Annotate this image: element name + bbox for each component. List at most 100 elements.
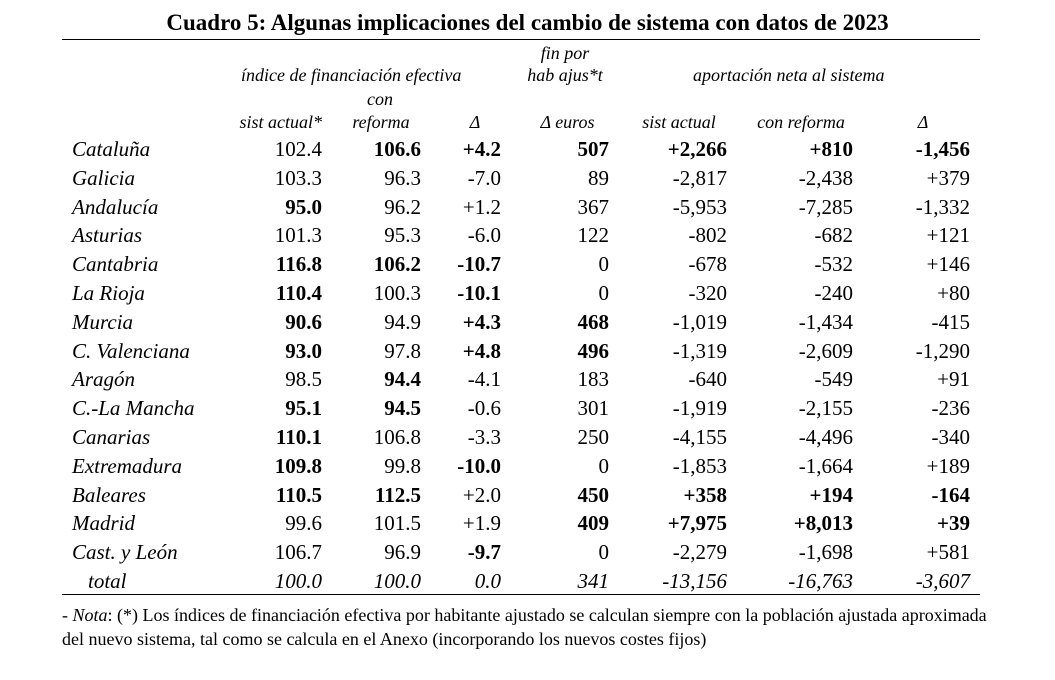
- table-row: Andalucía 95.0 96.2 +1.2 367 -5,953 -7,285 -1,3…: [0, 193, 1055, 222]
- table-row: Galicia 103.3 96.3 -7.0 89 -2,817 -2,438 +379: [0, 164, 1055, 193]
- cell-delta-euros: 468: [577, 309, 610, 334]
- footnote-prefix: -: [62, 605, 73, 625]
- cell-delta-net: -1,290: [915, 338, 970, 363]
- region-name: C.-La Mancha: [72, 396, 195, 421]
- cell-con-reforma-net: -1,664: [798, 453, 853, 478]
- header-group-indice: índice de financiación efectiva: [241, 65, 462, 85]
- cell-con-reforma-net: -4,496: [798, 425, 853, 449]
- cell-sist-actual-net: -678: [688, 252, 728, 277]
- cell-con-reforma-net: -682: [814, 223, 854, 248]
- cell-delta-idx: -0.6: [467, 396, 501, 421]
- table-row: C. Valenciana 93.0 97.8 +4.8 496 -1,319 -2,609…: [0, 337, 1055, 366]
- cell-sist-actual-net: -640: [688, 367, 728, 392]
- cell-delta-idx: +4.2: [462, 137, 501, 161]
- cell-delta-net: -3,607: [915, 569, 970, 593]
- cell-sist-actual-net: -320: [688, 281, 728, 305]
- cell-delta-euros: 183: [577, 367, 610, 392]
- cell-sist-actual-net: +7,975: [667, 511, 727, 536]
- cell-sist-actual-net: -2,279: [672, 540, 727, 565]
- cell-delta-euros: 0: [598, 453, 610, 478]
- cell-delta-idx: 0.0: [474, 569, 501, 593]
- header-fin-por-line2: hab ajus*t: [527, 65, 603, 85]
- cell-delta-idx: -3.3: [467, 425, 501, 449]
- header-fin-por-line1: fin por: [540, 43, 590, 63]
- cell-delta-idx: -10.7: [457, 252, 501, 277]
- cell-con-reforma-net: -16,763: [788, 569, 853, 593]
- cell-sist-actual-idx: 101.3: [274, 223, 322, 248]
- cell-con-reforma-net: -2,609: [798, 338, 853, 363]
- cell-sist-actual-idx: 93.0: [285, 338, 322, 363]
- top-rule: [62, 39, 980, 40]
- region-name: Murcia: [72, 309, 134, 334]
- cell-sist-actual-idx: 102.4: [274, 137, 322, 161]
- cell-sist-actual-idx: 99.6: [285, 511, 322, 536]
- cell-con-reforma-net: -1,698: [798, 540, 853, 565]
- cell-delta-idx: -10.1: [457, 281, 501, 305]
- region-name: Cataluña: [72, 137, 151, 161]
- table-row: Cantabria 116.8 106.2 -10.7 0 -678 -532 +146: [0, 250, 1055, 279]
- table-row: Madrid 99.6 101.5 +1.9 409 +7,975 +8,013 +39: [0, 509, 1055, 538]
- cell-reforma-idx: 106.6: [373, 137, 421, 161]
- cell-sist-actual-net: -1,319: [672, 338, 727, 363]
- cell-sist-actual-net: +2,266: [667, 137, 727, 161]
- table-row: Asturias 101.3 95.3 -6.0 122 -802 -682 +121: [0, 221, 1055, 250]
- cell-reforma-idx: 96.9: [384, 540, 421, 565]
- table-row: La Rioja 110.4 100.3 -10.1 0 -320 -240 +80: [0, 279, 1055, 308]
- cell-delta-idx: -7.0: [467, 165, 501, 190]
- cell-delta-euros: 122: [577, 223, 610, 248]
- cell-delta-euros: 507: [577, 137, 610, 161]
- table-row: C.-La Mancha 95.1 94.5 -0.6 301 -1,919 -2,155 -…: [0, 394, 1055, 423]
- cell-reforma-idx: 99.8: [384, 453, 421, 478]
- table-row: Extremadura 109.8 99.8 -10.0 0 -1,853 -1,664 +1…: [0, 452, 1055, 481]
- cell-con-reforma-net: +810: [809, 137, 853, 161]
- table-total-row: total 100.0 100.0 0.0 341 -13,156 -16,763 -3,60…: [0, 567, 1055, 596]
- cell-sist-actual-net: -1,919: [672, 396, 727, 421]
- cell-delta-idx: +1.9: [462, 511, 501, 536]
- cell-reforma-idx: 94.5: [384, 396, 421, 421]
- cell-sist-actual-idx: 100.0: [274, 569, 322, 593]
- cell-delta-net: -415: [931, 309, 971, 334]
- header-group-aportacion: aportación neta al sistema: [693, 65, 885, 85]
- cell-sist-actual-idx: 106.7: [274, 540, 322, 565]
- cell-delta-net: +39: [937, 511, 970, 536]
- table-row: Cast. y León 106.7 96.9 -9.7 0 -2,279 -1,698 +5…: [0, 538, 1055, 567]
- table-row: Cataluña 102.4 106.6 +4.2 507 +2,266 +810 -1,45…: [0, 135, 1055, 164]
- cell-reforma-idx: 100.3: [373, 281, 421, 305]
- cell-sist-actual-idx: 109.8: [274, 453, 322, 478]
- cell-delta-euros: 250: [577, 425, 610, 449]
- cell-con-reforma-net: -2,438: [798, 165, 853, 190]
- cell-delta-euros: 496: [577, 338, 610, 363]
- cell-sist-actual-net: -802: [688, 223, 728, 248]
- region-name: Galicia: [72, 165, 135, 190]
- cell-sist-actual-net: -2,817: [672, 165, 727, 190]
- cell-delta-euros: 341: [577, 569, 610, 593]
- cell-delta-idx: +1.2: [462, 194, 501, 219]
- cell-delta-euros: 0: [598, 252, 610, 277]
- table-row: Aragón 98.5 94.4 -4.1 183 -640 -549 +91: [0, 365, 1055, 394]
- bottom-rule: [62, 594, 980, 595]
- cell-delta-euros: 409: [577, 511, 610, 536]
- cell-sist-actual-net: -5,953: [672, 194, 727, 219]
- region-name: Canarias: [72, 425, 151, 449]
- cell-delta-idx: -10.0: [457, 453, 501, 478]
- cell-delta-euros: 367: [577, 194, 610, 219]
- cell-delta-idx: +4.8: [462, 338, 501, 363]
- cell-sist-actual-idx: 110.5: [275, 482, 322, 507]
- table-row: Murcia 90.6 94.9 +4.3 468 -1,019 -1,434 -415: [0, 308, 1055, 337]
- cell-con-reforma-net: -7,285: [798, 194, 853, 219]
- cell-reforma-idx: 95.3: [384, 223, 421, 248]
- cell-delta-euros: 301: [577, 396, 610, 421]
- cell-sist-actual-idx: 98.5: [285, 367, 322, 392]
- cell-sist-actual-idx: 110.1: [275, 425, 322, 449]
- total-label: total: [88, 569, 127, 593]
- cell-reforma-idx: 94.4: [384, 367, 421, 392]
- cell-sist-actual-net: -13,156: [662, 569, 727, 593]
- cell-delta-net: -1,332: [915, 194, 970, 219]
- cell-reforma-idx: 106.2: [373, 252, 421, 277]
- footnote-label: Nota: [72, 605, 108, 625]
- cell-sist-actual-net: -1,019: [672, 309, 727, 334]
- cell-con-reforma-net: -240: [814, 281, 854, 305]
- region-name: Madrid: [72, 511, 135, 536]
- cell-reforma-idx: 97.8: [384, 338, 421, 363]
- cell-delta-idx: -9.7: [467, 540, 501, 565]
